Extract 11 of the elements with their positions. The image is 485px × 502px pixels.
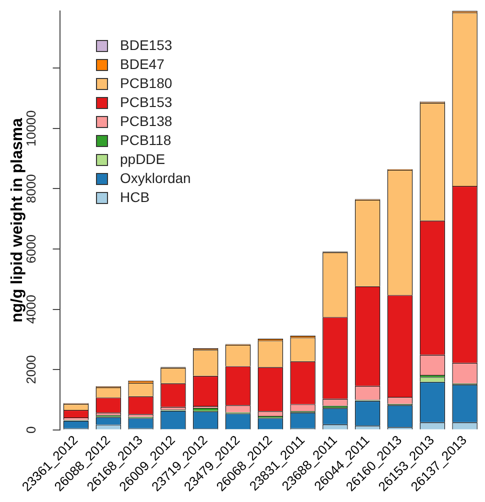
legend-label: ppDDE — [120, 150, 166, 169]
legend-label: BDE153 — [120, 36, 172, 55]
legend-label: BDE47 — [120, 55, 164, 74]
y-tick-label: 2000 — [23, 355, 38, 384]
legend-label: PCB138 — [120, 112, 172, 131]
y-tick-label: 0 — [23, 426, 38, 434]
legend-label: PCB153 — [120, 93, 172, 112]
legend-label: PCB118 — [120, 131, 172, 150]
legend-label: Oxyklordan — [120, 169, 191, 188]
legend-label: HCB — [120, 188, 150, 207]
legend-label: PCB180 — [120, 74, 172, 93]
